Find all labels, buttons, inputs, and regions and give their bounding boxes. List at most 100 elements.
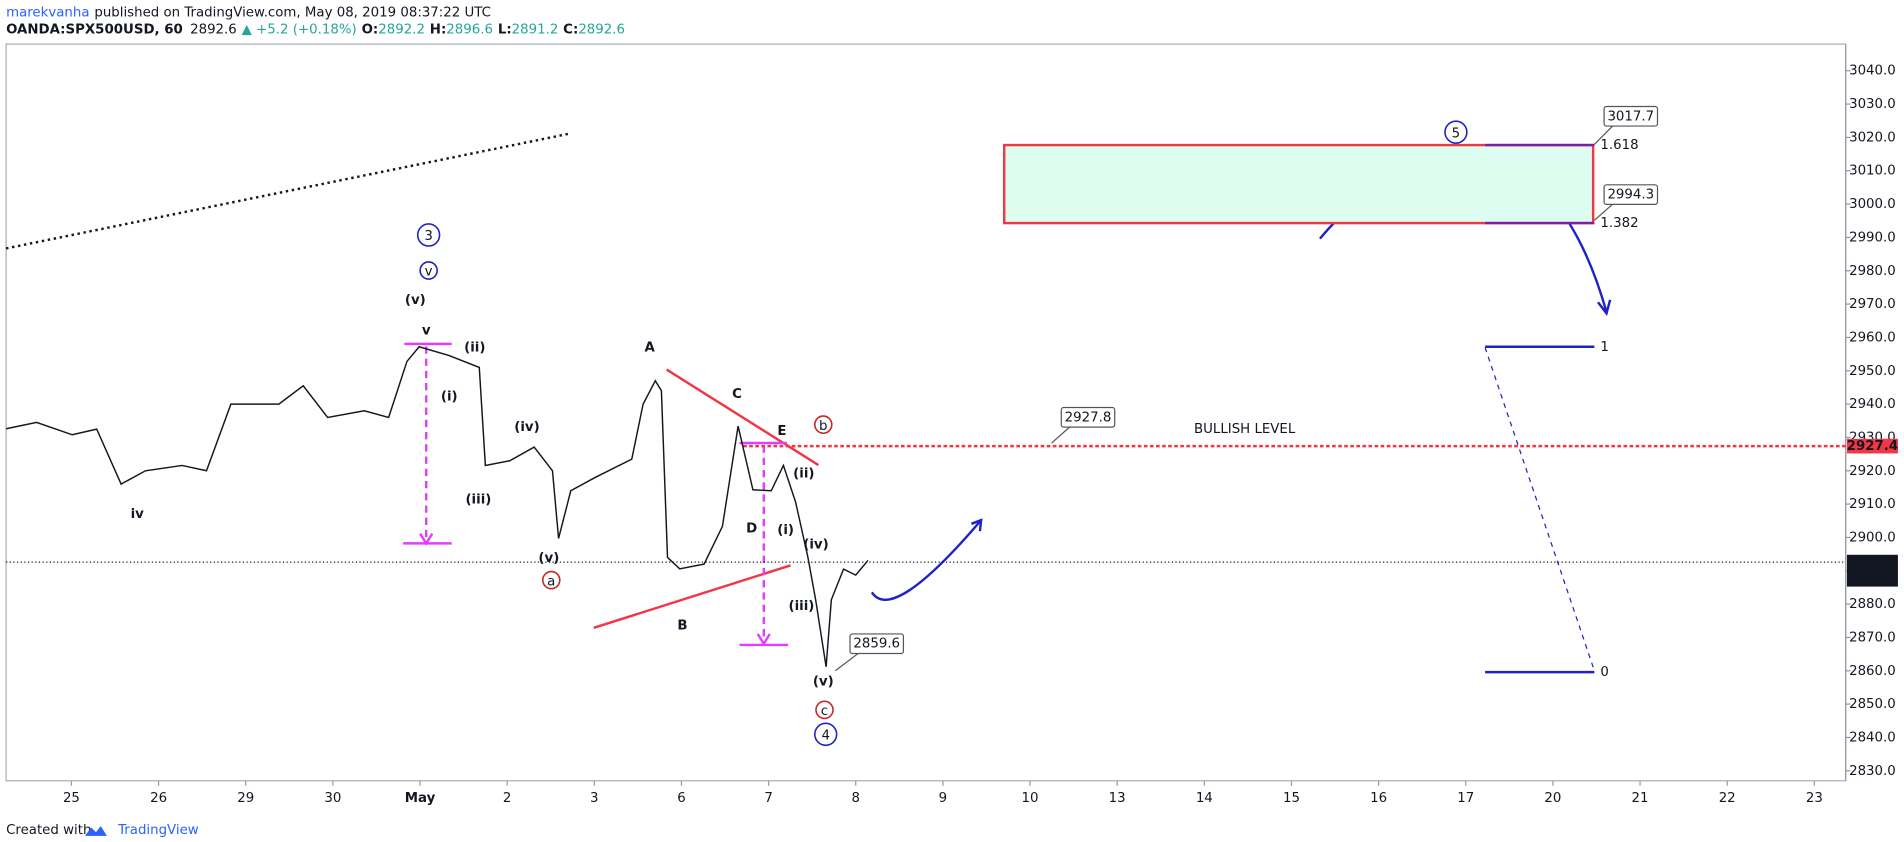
wave-label: (i) xyxy=(777,523,794,538)
price-tag-label: 2927.4 xyxy=(1847,439,1898,454)
wave-label: E xyxy=(777,424,786,439)
created: Created with xyxy=(6,823,91,838)
wave-label: v xyxy=(422,323,431,338)
wave-label: c xyxy=(821,704,828,719)
x-tick-label: 20 xyxy=(1544,791,1561,806)
h-label: H: xyxy=(430,22,446,37)
callout-box xyxy=(1603,184,1659,205)
y-tick-label: 2980.0 xyxy=(1849,264,1896,279)
x-tick-label: 15 xyxy=(1283,791,1300,806)
author[interactable]: marekvanha xyxy=(6,5,89,20)
wave-label: iv xyxy=(131,507,145,522)
open: 2892.2 xyxy=(378,22,425,37)
wave-circle xyxy=(1444,120,1468,144)
callout-pointer xyxy=(835,651,861,672)
brand[interactable]: TradingView xyxy=(117,823,199,838)
wave-label: a xyxy=(547,574,555,589)
wave-circle xyxy=(813,722,838,747)
y-tick-label: 2990.0 xyxy=(1849,230,1896,245)
header-line: marekvanha published on TradingView.com, … xyxy=(6,5,491,20)
arrow-head xyxy=(971,518,983,532)
wave-label: (v) xyxy=(538,551,559,566)
callout-box xyxy=(1603,105,1659,127)
callout-pointer xyxy=(1593,124,1615,145)
footer: Created with TradingView xyxy=(6,823,199,838)
c-label: C: xyxy=(563,22,578,37)
y-tick-label: 3020.0 xyxy=(1849,130,1896,145)
x-tick-label: 14 xyxy=(1196,791,1213,806)
price-tag-label: 2892.6 xyxy=(1847,555,1898,570)
published: published on TradingView.com, May 08, 20… xyxy=(94,5,491,20)
fib-ratio: 1 xyxy=(1600,340,1608,355)
x-tick-label: 7 xyxy=(764,791,772,806)
y-tick-label: 2970.0 xyxy=(1849,297,1896,312)
fib-ratio: 1.382 xyxy=(1600,216,1638,231)
change: ▲ +5.2 (+0.18%) xyxy=(242,22,357,37)
wave-label: (i) xyxy=(441,389,458,404)
wave-label: A xyxy=(644,341,655,356)
wave-label: (iv) xyxy=(803,538,828,553)
x-tick-label: 9 xyxy=(939,791,947,806)
fib-ratio: 0 xyxy=(1600,665,1608,680)
y-tick-label: 2830.0 xyxy=(1849,764,1896,779)
trend-line xyxy=(5,132,571,250)
y-tick-label: 2960.0 xyxy=(1849,330,1896,345)
fib-ratio: 1.618 xyxy=(1600,138,1638,153)
wave-circle xyxy=(416,223,441,247)
wave-circle xyxy=(419,261,438,280)
o-label: O: xyxy=(362,22,379,37)
x-tick-label: 22 xyxy=(1719,791,1736,806)
x-tick-label: 2 xyxy=(503,791,511,806)
wave-label: 5 xyxy=(1452,126,1460,141)
ohlc-line: OANDA:SPX500USD, 60 2892.6 ▲ +5.2 (+0.18%)… xyxy=(6,22,625,37)
target-zone xyxy=(1003,143,1595,225)
wave-label: B xyxy=(677,618,687,633)
wave-label: (ii) xyxy=(464,341,485,356)
x-tick-label: 21 xyxy=(1632,791,1649,806)
x-tick-label: May xyxy=(405,791,436,806)
x-tick-label: 29 xyxy=(237,791,254,806)
y-tick-label: 2850.0 xyxy=(1849,697,1896,712)
price-tag xyxy=(1846,554,1898,587)
x-tick-label: 3 xyxy=(590,791,598,806)
x-tick-label: 23 xyxy=(1806,791,1823,806)
wave-label: (v) xyxy=(405,293,426,308)
y-tick-label: 3010.0 xyxy=(1849,164,1896,179)
low: 2891.2 xyxy=(512,22,559,37)
wave-label: b xyxy=(819,419,827,434)
y-tick-label: 2900.0 xyxy=(1849,530,1896,545)
y-tick-label: 3030.0 xyxy=(1849,97,1896,112)
x-tick-label: 6 xyxy=(677,791,685,806)
callout-pointer xyxy=(1593,202,1615,221)
symbol: OANDA:SPX500USD, 60 xyxy=(6,22,183,37)
time-tag-label: 22:38 xyxy=(1853,571,1891,586)
y-tick-label: 2860.0 xyxy=(1849,664,1896,679)
x-tick-label: 10 xyxy=(1022,791,1039,806)
wave-label: C xyxy=(732,387,742,402)
y-tick-label: 2920.0 xyxy=(1849,464,1896,479)
high: 2896.6 xyxy=(446,22,493,37)
y-tick-label: 3000.0 xyxy=(1849,197,1896,212)
x-tick-label: 17 xyxy=(1457,791,1474,806)
callout-label: 2859.6 xyxy=(853,637,900,652)
callout-label: 2927.8 xyxy=(1065,410,1112,425)
y-tick-label: 2840.0 xyxy=(1849,730,1896,745)
y-tick-label: 2940.0 xyxy=(1849,397,1896,412)
wave-label: 3 xyxy=(424,229,432,244)
x-tick-label: 13 xyxy=(1109,791,1126,806)
y-tick-label: 2870.0 xyxy=(1849,630,1896,645)
arrow-head xyxy=(1597,299,1612,316)
y-tick-label: 2910.0 xyxy=(1849,497,1896,512)
close: 2892.6 xyxy=(578,22,625,37)
wave-label: (v) xyxy=(813,675,834,690)
wave-circle xyxy=(815,700,834,720)
bullish-label: BULLISH LEVEL xyxy=(1194,422,1296,437)
callout-box xyxy=(849,633,905,655)
wave-circle xyxy=(813,415,833,435)
wave-label: 4 xyxy=(821,728,829,743)
l-label: L: xyxy=(498,22,512,37)
wave-label: (iv) xyxy=(514,420,539,435)
x-tick-label: 26 xyxy=(150,791,167,806)
